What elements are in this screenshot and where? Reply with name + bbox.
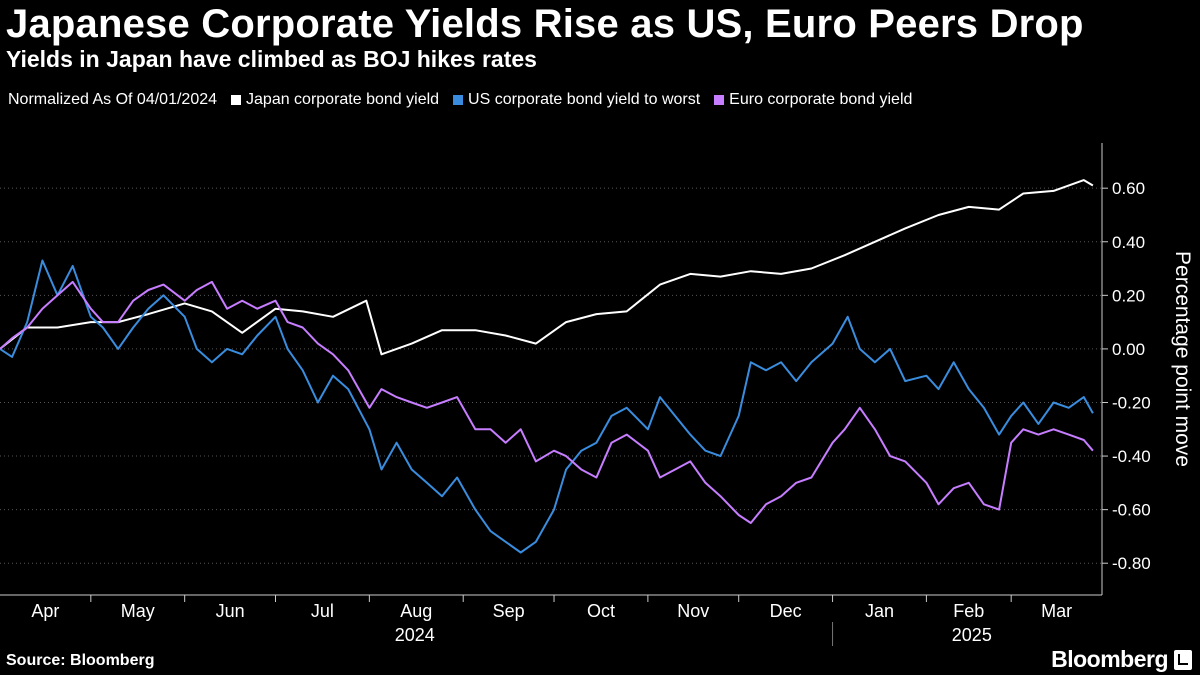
x-tick-label: Jan	[865, 601, 894, 621]
y-tick-label: -0.20	[1112, 393, 1151, 412]
legend-swatch-euro	[714, 95, 725, 105]
x-tick-label: Aug	[400, 601, 432, 621]
legend-label-japan: Japan corporate bond yield	[246, 91, 440, 108]
legend-normalization-note: Normalized As Of 04/01/2024	[8, 91, 217, 109]
y-tick-label: -0.40	[1112, 447, 1151, 466]
y-tick-label: 0.60	[1112, 179, 1145, 198]
series-line-japan	[0, 179, 1094, 356]
source-note: Source: Bloomberg	[6, 652, 155, 669]
x-tick-label: Jul	[311, 601, 334, 621]
legend-label-us: US corporate bond yield to worst	[468, 91, 701, 108]
series-line-euro	[0, 280, 1094, 524]
chart-title: Japanese Corporate Yields Rise as US, Eu…	[6, 2, 1084, 46]
legend-item-euro: Euro corporate bond yield	[714, 91, 912, 109]
y-tick-label: 0.20	[1112, 286, 1145, 305]
y-tick-label: -0.60	[1112, 501, 1151, 520]
x-tick-label: Feb	[953, 601, 984, 621]
x-tick-label: Nov	[677, 601, 709, 621]
x-tick-label: May	[121, 601, 155, 621]
year-label: 2025	[952, 625, 992, 645]
legend-swatch-us	[453, 95, 464, 105]
legend-item-japan: Japan corporate bond yield	[231, 91, 439, 109]
chart-subtitle: Yields in Japan have climbed as BOJ hike…	[6, 46, 537, 72]
legend-swatch-japan	[231, 95, 242, 105]
x-tick-label: Oct	[587, 601, 615, 621]
x-tick-label: Dec	[770, 601, 802, 621]
legend-item-us: US corporate bond yield to worst	[453, 91, 700, 109]
legend-note-text: Normalized As Of 04/01/2024	[8, 91, 218, 108]
brand-logo: Bloomberg	[1051, 646, 1168, 672]
y-tick-label: 0.00	[1112, 340, 1145, 359]
legend-label-euro: Euro corporate bond yield	[729, 91, 913, 108]
year-label: 2024	[395, 625, 435, 645]
y-axis-label: Percentage point move	[1171, 251, 1194, 467]
legend: Normalized As Of 04/01/2024 Japan corpor…	[8, 91, 912, 109]
y-tick-label: 0.40	[1112, 233, 1145, 252]
x-tick-label: Apr	[31, 601, 59, 621]
x-tick-label: Jun	[216, 601, 245, 621]
x-tick-label: Sep	[493, 601, 525, 621]
series-line-us	[0, 259, 1094, 554]
bloomberg-logo-icon	[1174, 650, 1192, 670]
x-tick-label: Mar	[1041, 601, 1072, 621]
y-tick-label: -0.80	[1112, 554, 1151, 573]
